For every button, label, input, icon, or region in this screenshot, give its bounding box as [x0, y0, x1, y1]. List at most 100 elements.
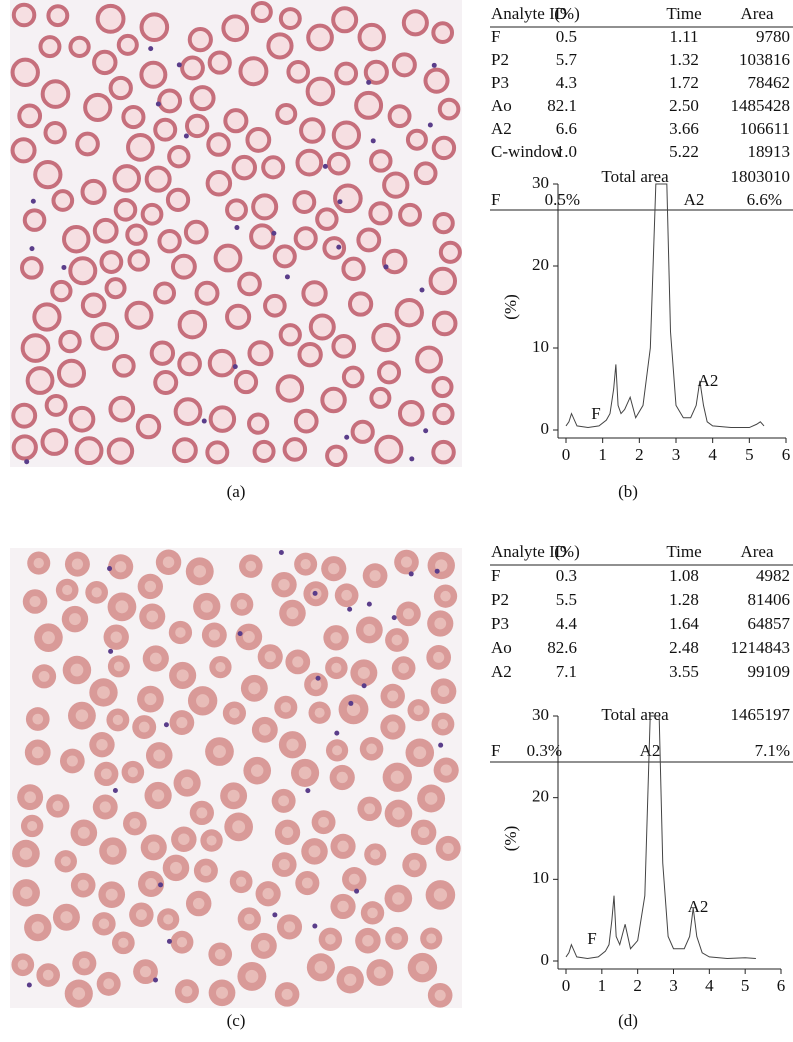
cell-center — [437, 718, 449, 730]
cell-center — [415, 961, 430, 975]
cell-center — [292, 656, 304, 668]
cell-center — [206, 835, 217, 846]
cell-center — [437, 685, 450, 697]
cell — [282, 437, 308, 462]
cell — [415, 345, 443, 374]
platelet — [272, 912, 278, 918]
cell — [124, 300, 154, 330]
cell-center — [216, 986, 229, 999]
cell — [266, 32, 294, 60]
platelet — [312, 923, 318, 929]
cell-center — [118, 937, 129, 948]
cell — [308, 313, 336, 341]
cell — [238, 56, 269, 87]
cell-center — [344, 973, 357, 986]
cell-center — [31, 746, 44, 759]
panel-label: (d) — [618, 1011, 638, 1030]
table-cell: 0.3 — [556, 566, 577, 585]
cell — [157, 88, 183, 114]
cell — [51, 189, 75, 212]
cell-center — [310, 679, 322, 690]
cell-center — [103, 978, 115, 990]
cell — [315, 207, 339, 231]
cell-center — [52, 800, 64, 812]
cell-center — [181, 985, 193, 997]
table-cell: A2 — [491, 119, 512, 138]
x-tick-label: 4 — [708, 445, 717, 464]
cell-center — [398, 662, 409, 674]
cell — [247, 412, 270, 435]
cell-center — [115, 600, 129, 614]
cell — [252, 439, 276, 463]
cell — [165, 187, 191, 212]
cell-center — [346, 702, 361, 717]
table-cell: 82.6 — [547, 638, 577, 657]
table-cell: 106611 — [740, 119, 790, 138]
cell — [293, 226, 318, 251]
platelet — [305, 788, 311, 794]
cell — [32, 302, 62, 332]
cell-center — [245, 560, 257, 572]
cell-center — [176, 669, 189, 682]
cell — [171, 437, 198, 464]
column-header: Analyte ID — [491, 4, 567, 23]
cell — [112, 164, 142, 193]
cell — [326, 151, 351, 176]
cell — [68, 35, 91, 58]
y-tick-label: 10 — [532, 337, 549, 356]
table-cell: P2 — [491, 50, 509, 69]
cell — [245, 127, 272, 153]
cell — [208, 405, 237, 433]
cell-center — [38, 670, 50, 682]
cell-center — [129, 818, 141, 829]
cell — [231, 154, 258, 181]
table-cell: 0.5 — [556, 27, 577, 46]
x-tick-label: 4 — [705, 976, 714, 995]
cell — [108, 395, 136, 423]
total-label: Total area — [601, 705, 669, 724]
cell — [438, 240, 462, 264]
cell-center — [176, 716, 188, 729]
cell-center — [362, 934, 374, 947]
y-tick-label: 20 — [532, 787, 549, 806]
cell — [83, 92, 113, 123]
cells — [11, 549, 461, 1008]
cell-center — [19, 847, 33, 860]
table-cell: 4982 — [756, 566, 790, 585]
cell-center — [435, 559, 448, 572]
cell — [68, 256, 98, 286]
cell-center — [192, 897, 205, 910]
cell-center — [112, 714, 124, 726]
peak-annotation: A2 — [698, 371, 719, 390]
cell — [437, 97, 461, 121]
platelet — [419, 287, 425, 293]
platelet — [334, 730, 340, 736]
cell — [170, 253, 197, 280]
cell-center — [77, 826, 90, 839]
cell-center — [408, 859, 420, 871]
cell — [121, 105, 146, 130]
peak-annotation: A2 — [688, 897, 709, 916]
cell-center — [27, 820, 38, 832]
cell-center — [115, 561, 127, 573]
cell — [431, 310, 458, 337]
cell — [38, 35, 62, 59]
cell — [363, 59, 389, 85]
total-value: 1465197 — [731, 705, 791, 724]
cell-center — [390, 770, 404, 784]
platelet — [322, 163, 328, 169]
cell-center — [17, 959, 28, 970]
cell-center — [433, 651, 445, 663]
cell-center — [242, 630, 255, 643]
cell-center — [280, 702, 291, 713]
cell — [173, 397, 203, 426]
cell-center — [301, 877, 313, 889]
cell-center — [60, 856, 71, 867]
cell — [341, 256, 366, 281]
cell-center — [328, 562, 340, 575]
table-cell: 1.72 — [669, 73, 699, 92]
summary-cell: F — [491, 741, 500, 760]
cell — [275, 374, 305, 403]
cell-center — [245, 969, 259, 983]
cell — [371, 322, 401, 353]
